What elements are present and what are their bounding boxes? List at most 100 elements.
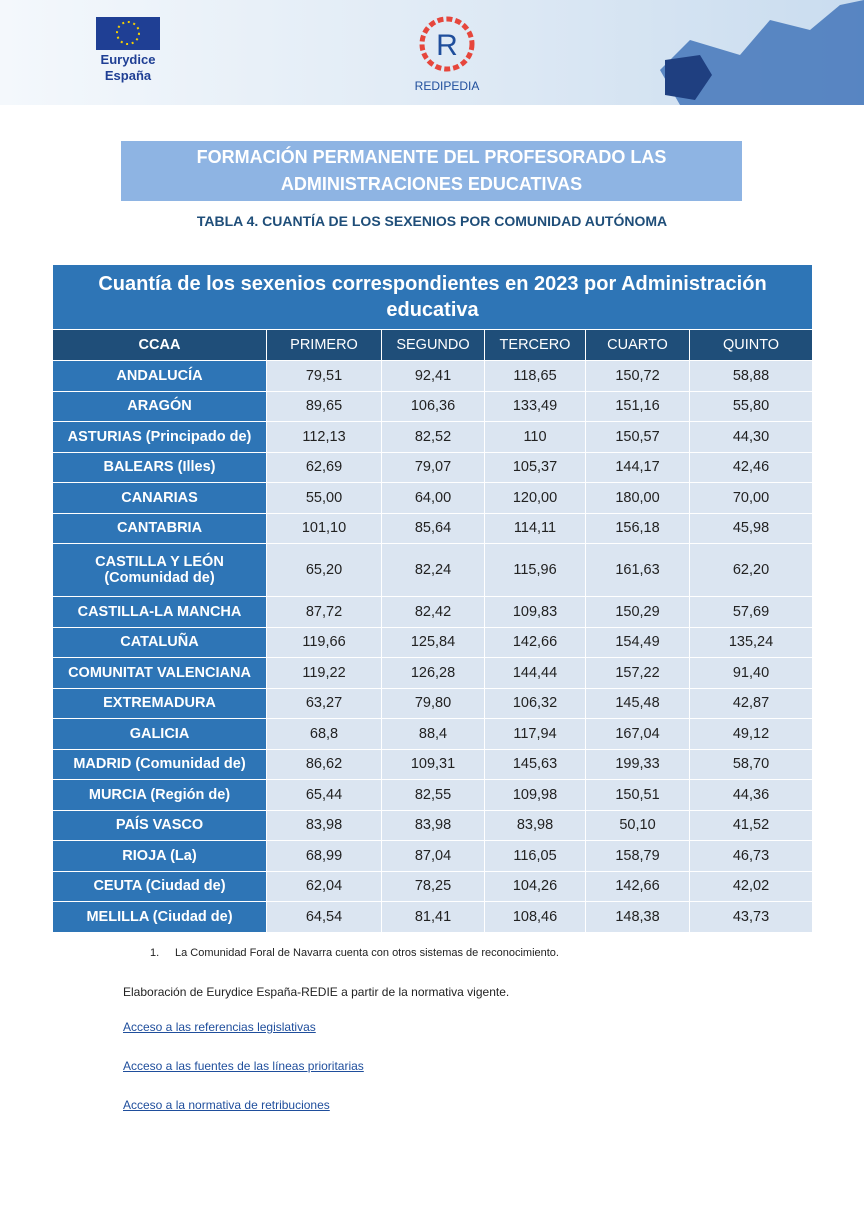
cell: 87,04: [381, 840, 485, 872]
cell: 161,63: [585, 543, 690, 597]
row-header: CASTILLA Y LEÓN (Comunidad de): [52, 543, 267, 597]
cell: 118,65: [484, 360, 586, 392]
header-graphics: Eurydice España R REDIPEDIA: [96, 0, 864, 105]
footnote-number: 1.: [150, 947, 160, 959]
cell: 46,73: [688, 840, 814, 872]
cell: 109,98: [484, 779, 586, 811]
table-row: ARAGÓN 89,65 106,36 133,49 151,16 55,80: [52, 390, 814, 422]
subtitle: TABLA 4. CUANTÍA DE LOS SEXENIOS POR COM…: [196, 213, 668, 229]
row-header: PAÍS VASCO: [52, 809, 267, 841]
cell: 112,13: [266, 421, 382, 453]
cell: 64,00: [381, 482, 485, 514]
row-header: MELILLA (Ciudad de): [52, 901, 267, 933]
cell: 92,41: [381, 360, 485, 392]
table-row: CASTILLA Y LEÓN (Comunidad de) 65,20 82,24…: [52, 543, 814, 597]
row-header: ARAGÓN: [52, 390, 267, 422]
row-header: MURCIA (Región de): [52, 779, 267, 811]
link[interactable]: Acceso a las referencias legislativas: [123, 1020, 316, 1034]
cell: 110: [484, 421, 586, 453]
cell: 126,28: [381, 657, 485, 689]
cell: 109,31: [381, 748, 485, 780]
cell: 157,22: [585, 657, 690, 689]
table: Cuantía de los sexenios correspondientes…: [51, 264, 814, 933]
cell: 82,52: [381, 421, 485, 453]
cell: 116,05: [484, 840, 586, 872]
cell: 106,32: [484, 687, 586, 719]
table-row: CASTILLA-LA MANCHA 87,72 82,42 109,83 150,29…: [52, 596, 814, 628]
cell: 114,11: [484, 512, 586, 544]
cell: 135,24: [688, 626, 814, 658]
column-header: PRIMERO: [266, 329, 382, 361]
cell: 148,38: [585, 901, 690, 933]
row-header: ANDALUCÍA: [52, 360, 267, 392]
cell: 145,63: [484, 748, 586, 780]
cell: 45,98: [688, 512, 814, 544]
cell: 63,27: [266, 687, 382, 719]
logo-letter: R: [436, 29, 458, 62]
cell: 119,22: [266, 657, 382, 689]
row-header: GALICIA: [52, 718, 267, 750]
column-header: TERCERO: [484, 329, 586, 361]
column-header: QUINTO: [688, 329, 814, 361]
cell: 180,00: [585, 482, 690, 514]
row-header: CEUTA (Ciudad de): [52, 870, 267, 902]
cell: 104,26: [484, 870, 586, 902]
cell: 55,80: [688, 390, 814, 422]
table-row: EXTREMADURA 63,27 79,80 106,32 145,48 42,87: [52, 687, 814, 719]
cell: 58,88: [688, 360, 814, 392]
row-header: ASTURIAS (Principado de): [52, 421, 267, 453]
map-spain: [665, 55, 712, 100]
cell: 151,16: [585, 390, 690, 422]
cell: 120,00: [484, 482, 586, 514]
cell: 79,51: [266, 360, 382, 392]
cell: 101,10: [266, 512, 382, 544]
cell: 83,98: [266, 809, 382, 841]
link[interactable]: Acceso a la normativa de retribuciones: [123, 1098, 330, 1112]
cell: 62,04: [266, 870, 382, 902]
table-row: PAÍS VASCO 83,98 83,98 83,98 50,10 41,52: [52, 809, 814, 841]
redipedia-ring: [419, 16, 475, 72]
link[interactable]: Acceso a las fuentes de las líneas prior…: [123, 1059, 364, 1073]
cell: 82,42: [381, 596, 485, 628]
cell: 117,94: [484, 718, 586, 750]
cell: 57,69: [688, 596, 814, 628]
table-row: BALEARS (Illes) 62,69 79,07 105,37 144,17 42,…: [52, 451, 814, 483]
cell: 62,20: [688, 543, 814, 597]
cell: 49,12: [688, 718, 814, 750]
cell: 105,37: [484, 451, 586, 483]
cell: 87,72: [266, 596, 382, 628]
row-header: BALEARS (Illes): [52, 451, 267, 483]
cell: 119,66: [266, 626, 382, 658]
cell: 89,65: [266, 390, 382, 422]
table-row: CANARIAS 55,00 64,00 120,00 180,00 70,00: [52, 482, 814, 514]
cell: 108,46: [484, 901, 586, 933]
cell: 42,87: [688, 687, 814, 719]
table-row: MADRID (Comunidad de) 86,62 109,31 145,63 19…: [52, 748, 814, 780]
cell: 81,41: [381, 901, 485, 933]
footnote: La Comunidad Foral de Navarra cuenta con…: [175, 947, 559, 959]
cell: 115,96: [484, 543, 586, 597]
row-header: COMUNITAT VALENCIANA: [52, 657, 267, 689]
cell: 43,73: [688, 901, 814, 933]
map: [660, 0, 864, 105]
row-header: RIOJA (La): [52, 840, 267, 872]
cell: 70,00: [688, 482, 814, 514]
table-caption: Cuantía de los sexenios correspondientes…: [51, 264, 814, 330]
column-header: CUARTO: [585, 329, 690, 361]
cell: 156,18: [585, 512, 690, 544]
cell: 106,36: [381, 390, 485, 422]
cell: 142,66: [585, 870, 690, 902]
cell: 68,99: [266, 840, 382, 872]
cell: 150,29: [585, 596, 690, 628]
table-row: MELILLA (Ciudad de) 64,54 81,41 108,46 148,3…: [52, 901, 814, 933]
cell: 41,52: [688, 809, 814, 841]
cell: 154,49: [585, 626, 690, 658]
cell: 150,57: [585, 421, 690, 453]
cell: 145,48: [585, 687, 690, 719]
cell: 144,17: [585, 451, 690, 483]
cell: 142,66: [484, 626, 586, 658]
cell: 133,49: [484, 390, 586, 422]
header-row: CCAA PRIMERO SEGUNDO TERCERO CUARTO QUINTO: [52, 329, 814, 361]
cell: 125,84: [381, 626, 485, 658]
